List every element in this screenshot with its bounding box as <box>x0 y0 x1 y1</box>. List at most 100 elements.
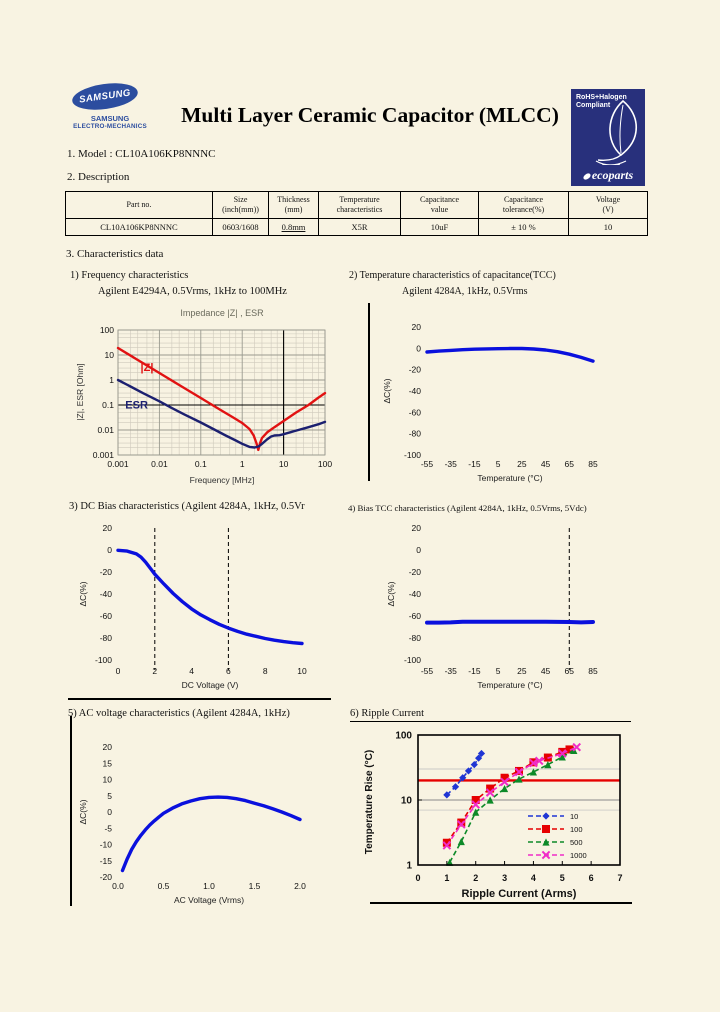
legend: 10 100 500 1000 <box>528 812 587 860</box>
tick-label: -40 <box>409 386 422 396</box>
tick-label: 100 <box>395 731 412 742</box>
tick-label: 25 <box>517 666 527 676</box>
square-marker <box>558 747 567 756</box>
square-marker <box>542 825 550 833</box>
divider-under-ripple <box>370 902 632 904</box>
tick-label: 0.01 <box>151 459 168 469</box>
tick-label: -20 <box>409 567 422 577</box>
ecoparts-wordmark: ecoparts <box>571 168 645 183</box>
tick-label: 0 <box>415 873 420 883</box>
square-marker <box>471 796 480 804</box>
x-marker <box>456 820 466 829</box>
x-marker <box>500 777 509 787</box>
tick-label: 85 <box>588 459 598 469</box>
tick-label: 85 <box>588 666 598 676</box>
square-marker <box>500 773 509 782</box>
tick-label: 10 <box>103 775 113 785</box>
tick-label: 25 <box>517 459 527 469</box>
triangle-marker <box>472 808 480 816</box>
tick-label: -15 <box>468 459 481 469</box>
series-10 <box>446 753 483 796</box>
spec-value-cell: 0.8mm <box>268 218 319 236</box>
tick-label: 1 <box>240 459 245 469</box>
characteristics-heading: 3. Characteristics data <box>66 248 164 260</box>
tick-label: 65 <box>565 666 575 676</box>
tick-label: -80 <box>409 633 422 643</box>
leaf-bullet-icon <box>582 172 592 181</box>
tick-label: -40 <box>409 589 422 599</box>
tick-label: 10 <box>105 350 115 360</box>
section-1-subtitle: Agilent E4294A, 0.5Vrms, 1kHz to 100MHz <box>98 286 287 297</box>
tick-label: 8 <box>263 666 268 676</box>
series-curve <box>425 346 595 363</box>
tick-label: -15 <box>468 666 481 676</box>
tick-label: -35 <box>445 666 458 676</box>
tick-label: 0.001 <box>107 459 129 469</box>
x-marker <box>557 749 567 758</box>
tick-label: 1 <box>444 873 449 883</box>
tick-label: -5 <box>104 823 112 833</box>
tick-label: -35 <box>445 459 458 469</box>
tick-label: 45 <box>541 459 551 469</box>
x-axis-label: AC Voltage (Vrms) <box>174 895 244 905</box>
tick-label: -100 <box>95 655 112 665</box>
tick-label: 0 <box>116 666 121 676</box>
tick-label: 100 <box>100 325 114 335</box>
section-5-title: 5) AC voltage characteristics (Agilent 4… <box>68 708 290 719</box>
square-marker <box>442 838 451 847</box>
y-axis-label: ΔC(%) <box>78 581 88 606</box>
tick-label: -55 <box>421 459 434 469</box>
x-marker <box>471 800 481 809</box>
curve-label: |Z| <box>141 362 154 374</box>
tick-label: 100 <box>318 459 332 469</box>
rohs-label: RoHS+Halogen Compliant <box>576 94 627 110</box>
tick-label: 65 <box>565 459 575 469</box>
leaf-icon <box>595 99 637 165</box>
tick-label: 0 <box>416 343 421 353</box>
series-curve <box>425 619 595 625</box>
tick-label: 0.1 <box>195 459 207 469</box>
diamond-marker <box>542 812 550 820</box>
tick-label: 20 <box>103 523 113 533</box>
tick-label: 3 <box>502 873 507 883</box>
tick-label: 10 <box>297 666 307 676</box>
x-axis-label: Ripple Current (Arms) <box>462 888 577 900</box>
samsung-oval-text: SAMSUNG <box>78 87 132 106</box>
diamond-marker <box>470 761 478 769</box>
tick-label: -100 <box>404 450 421 460</box>
tick-label: -80 <box>409 429 422 439</box>
dc-bias-chart: 20 0 -20 -40 -60 -80 -100 0 2 4 6 8 10 DC Voltage (V)… <box>78 523 307 690</box>
tick-label: 6 <box>589 873 594 883</box>
x-axis-label: Temperature (°C) <box>477 680 542 690</box>
triangle-marker <box>457 837 465 846</box>
section-2-title: 2) Temperature characteristics of capaci… <box>349 270 556 281</box>
series-curve <box>116 548 304 646</box>
x-marker <box>541 850 551 860</box>
tick-label: -100 <box>404 655 421 665</box>
grid <box>117 329 326 456</box>
electro-mechanics-wordmark: ELECTRO-MECHANICS <box>73 123 147 130</box>
tick-label: 6 <box>226 666 231 676</box>
tick-label: 0.1 <box>102 400 114 410</box>
square-marker <box>457 818 466 827</box>
tick-label: 4 <box>531 873 536 883</box>
spec-value-cell: X5R <box>318 218 401 236</box>
tick-label: 5 <box>496 459 501 469</box>
ecoparts-badge: RoHS+Halogen Compliant ecoparts <box>571 89 645 186</box>
triangle-marker <box>486 796 494 804</box>
tick-label: 7 <box>617 873 622 883</box>
tick-label: 15 <box>103 758 113 768</box>
tcc-chart: 20 0 -20 -40 -60 -80 -100-55 -35 -15 5 25 45 65 85 Tem… <box>382 322 598 483</box>
tick-label: 1.5 <box>249 881 261 891</box>
legend-label: 100 <box>570 825 583 834</box>
section-1-title: 1) Frequency characteristics <box>70 270 189 281</box>
y-axis-label: Temperature Rise (°C) <box>364 750 375 854</box>
tick-label: -60 <box>100 611 113 621</box>
spec-value-cell: 10uF <box>400 218 479 236</box>
tick-label: 0 <box>107 545 112 555</box>
tick-label: -55 <box>421 666 434 676</box>
tick-label: 0.0 <box>112 881 124 891</box>
